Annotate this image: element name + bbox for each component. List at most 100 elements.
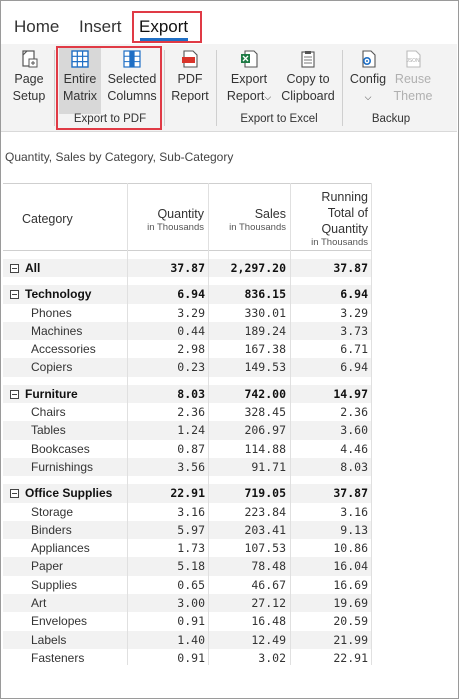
- collapse-toggle-icon[interactable]: [10, 489, 19, 499]
- row-spacer: [3, 377, 371, 385]
- running-total-cell: 22.91: [333, 650, 368, 665]
- reuse-theme-label-2: Theme: [393, 89, 433, 103]
- header-quantity-unit: in Thousands: [147, 222, 204, 233]
- quantity-cell: 3.56: [177, 459, 205, 474]
- selected-columns-button[interactable]: Selected Columns: [105, 50, 159, 105]
- export-report-button[interactable]: Export Report⌵: [221, 50, 277, 106]
- selected-columns-label-1: Selected: [107, 72, 157, 86]
- row-spacer: [3, 277, 371, 285]
- table-row[interactable]: Accessories 2.98 167.38 6.71: [3, 340, 371, 358]
- table-row[interactable]: Art 3.00 27.12 19.69: [3, 594, 371, 613]
- sales-cell: 836.15: [244, 287, 286, 302]
- tab-insert[interactable]: Insert: [79, 17, 122, 36]
- collapse-toggle-icon[interactable]: [10, 389, 19, 399]
- table-row[interactable]: Appliances 1.73 107.53 10.86: [3, 539, 371, 557]
- running-total-cell: 3.29: [340, 305, 368, 320]
- row-label: Envelopes: [31, 614, 88, 629]
- collapse-toggle-icon[interactable]: [10, 264, 19, 273]
- table-row[interactable]: Storage 3.16 223.84 3.16: [3, 503, 371, 521]
- header-category-label: Category: [22, 212, 73, 226]
- header-running-unit: in Thousands: [311, 237, 368, 248]
- table-row[interactable]: Fasteners 0.91 3.02 22.91: [3, 649, 371, 667]
- table-row[interactable]: Copiers 0.23 149.53 6.94: [3, 358, 371, 377]
- pdf-report-button[interactable]: PDF Report: [168, 50, 212, 105]
- ribbon-separator: [164, 50, 165, 126]
- quantity-cell: 1.73: [177, 541, 205, 556]
- tab-home[interactable]: Home: [14, 17, 60, 36]
- header-quantity[interactable]: Quantity in Thousands: [127, 184, 208, 250]
- table-row[interactable]: Bookcases 0.87 114.88 4.46: [3, 440, 371, 458]
- row-label: All: [25, 261, 41, 275]
- running-total-cell: 6.94: [340, 287, 368, 302]
- group-label-export-excel: Export to Excel: [240, 113, 318, 125]
- sales-cell: 206.97: [244, 423, 286, 438]
- table-row[interactable]: Chairs 2.36 328.45 2.36: [3, 403, 371, 421]
- table-row[interactable]: Furnishings 3.56 91.71 8.03: [3, 457, 371, 477]
- quantity-cell: 0.91: [177, 650, 205, 665]
- sales-cell: 328.45: [244, 405, 286, 420]
- page-setup-button[interactable]: Page Setup: [9, 50, 49, 105]
- table-row[interactable]: Supplies 0.65 46.67 16.69: [3, 576, 371, 594]
- table-group-row[interactable]: All 37.87 2,297.20 37.87: [3, 259, 371, 278]
- entire-matrix-label-1: Entire: [63, 72, 97, 86]
- running-total-cell: 6.94: [340, 360, 368, 375]
- sales-cell: 16.48: [251, 614, 286, 629]
- tab-export[interactable]: Export: [139, 17, 189, 36]
- clipboard-icon: [301, 51, 315, 68]
- table-group-row[interactable]: Technology 6.94 836.15 6.94: [3, 285, 371, 304]
- running-total-cell: 10.86: [333, 541, 368, 556]
- sales-cell: 189.24: [244, 323, 286, 338]
- header-running-total[interactable]: Running Total of Quantity in Thousands: [290, 184, 372, 250]
- row-label: Copiers: [31, 360, 73, 375]
- quantity-cell: 5.18: [177, 559, 205, 574]
- entire-matrix-button[interactable]: Entire Matrix: [59, 48, 101, 114]
- table-body: All 37.87 2,297.20 37.87 Technology 6.94 836.1…: [3, 251, 371, 667]
- chevron-down-icon: ⌵: [264, 92, 272, 102]
- collapse-toggle-icon[interactable]: [10, 290, 19, 300]
- config-button[interactable]: Config ⌵: [347, 50, 389, 106]
- selected-columns-icon: [123, 50, 141, 68]
- header-sales[interactable]: Sales in Thousands: [208, 184, 290, 250]
- excel-file-icon: [241, 50, 258, 68]
- row-label: Supplies: [31, 577, 78, 592]
- quantity-cell: 0.87: [177, 441, 205, 456]
- sales-cell: 330.01: [244, 305, 286, 320]
- copy-to-clipboard-button[interactable]: Copy to Clipboard: [279, 50, 337, 105]
- page-setup-label-1: Page: [14, 72, 44, 86]
- table-row[interactable]: Paper 5.18 78.48 16.04: [3, 557, 371, 576]
- quantity-cell: 3.00: [177, 596, 205, 611]
- sales-cell: 149.53: [244, 360, 286, 375]
- running-total-cell: 37.87: [333, 486, 368, 501]
- table-row[interactable]: Binders 5.97 203.41 9.13: [3, 520, 371, 540]
- export-tab-highlight: [132, 11, 202, 43]
- reuse-theme-button[interactable]: JSON Reuse Theme: [390, 50, 436, 105]
- quantity-cell: 1.40: [177, 632, 205, 647]
- sales-cell: 91.71: [251, 459, 286, 474]
- table-group-row[interactable]: Furniture 8.03 742.00 14.97: [3, 384, 371, 404]
- table-row[interactable]: Envelopes 0.91 16.48 20.59: [3, 612, 371, 630]
- row-spacer: [3, 476, 371, 484]
- table-row[interactable]: Machines 0.44 189.24 3.73: [3, 321, 371, 341]
- sales-cell: 203.41: [244, 522, 286, 537]
- row-label: Technology: [25, 287, 92, 302]
- running-total-cell: 16.69: [333, 577, 368, 592]
- sales-cell: 167.38: [244, 342, 286, 357]
- table-group-row[interactable]: Office Supplies 22.91 719.05 37.87: [3, 484, 371, 503]
- page-setup-label-2: Setup: [12, 89, 46, 103]
- quantity-cell: 3.29: [177, 305, 205, 320]
- running-total-cell: 3.16: [340, 504, 368, 519]
- table-header: Category Quantity in Thousands Sales in …: [3, 183, 371, 251]
- column-divider: [208, 183, 209, 665]
- header-category[interactable]: Category: [3, 184, 126, 250]
- quantity-cell: 0.65: [177, 577, 205, 592]
- table-row[interactable]: Labels 1.40 12.49 21.99: [3, 630, 371, 649]
- row-label: Binders: [31, 522, 72, 537]
- row-label: Machines: [31, 323, 83, 338]
- table-row[interactable]: Tables 1.24 206.97 3.60: [3, 421, 371, 440]
- row-label: Storage: [31, 504, 74, 519]
- table-row[interactable]: Phones 3.29 330.01 3.29: [3, 304, 371, 322]
- running-total-cell: 21.99: [333, 632, 368, 647]
- column-divider: [371, 183, 372, 665]
- json-file-icon: JSON: [406, 50, 421, 68]
- row-label: Furniture: [25, 386, 78, 401]
